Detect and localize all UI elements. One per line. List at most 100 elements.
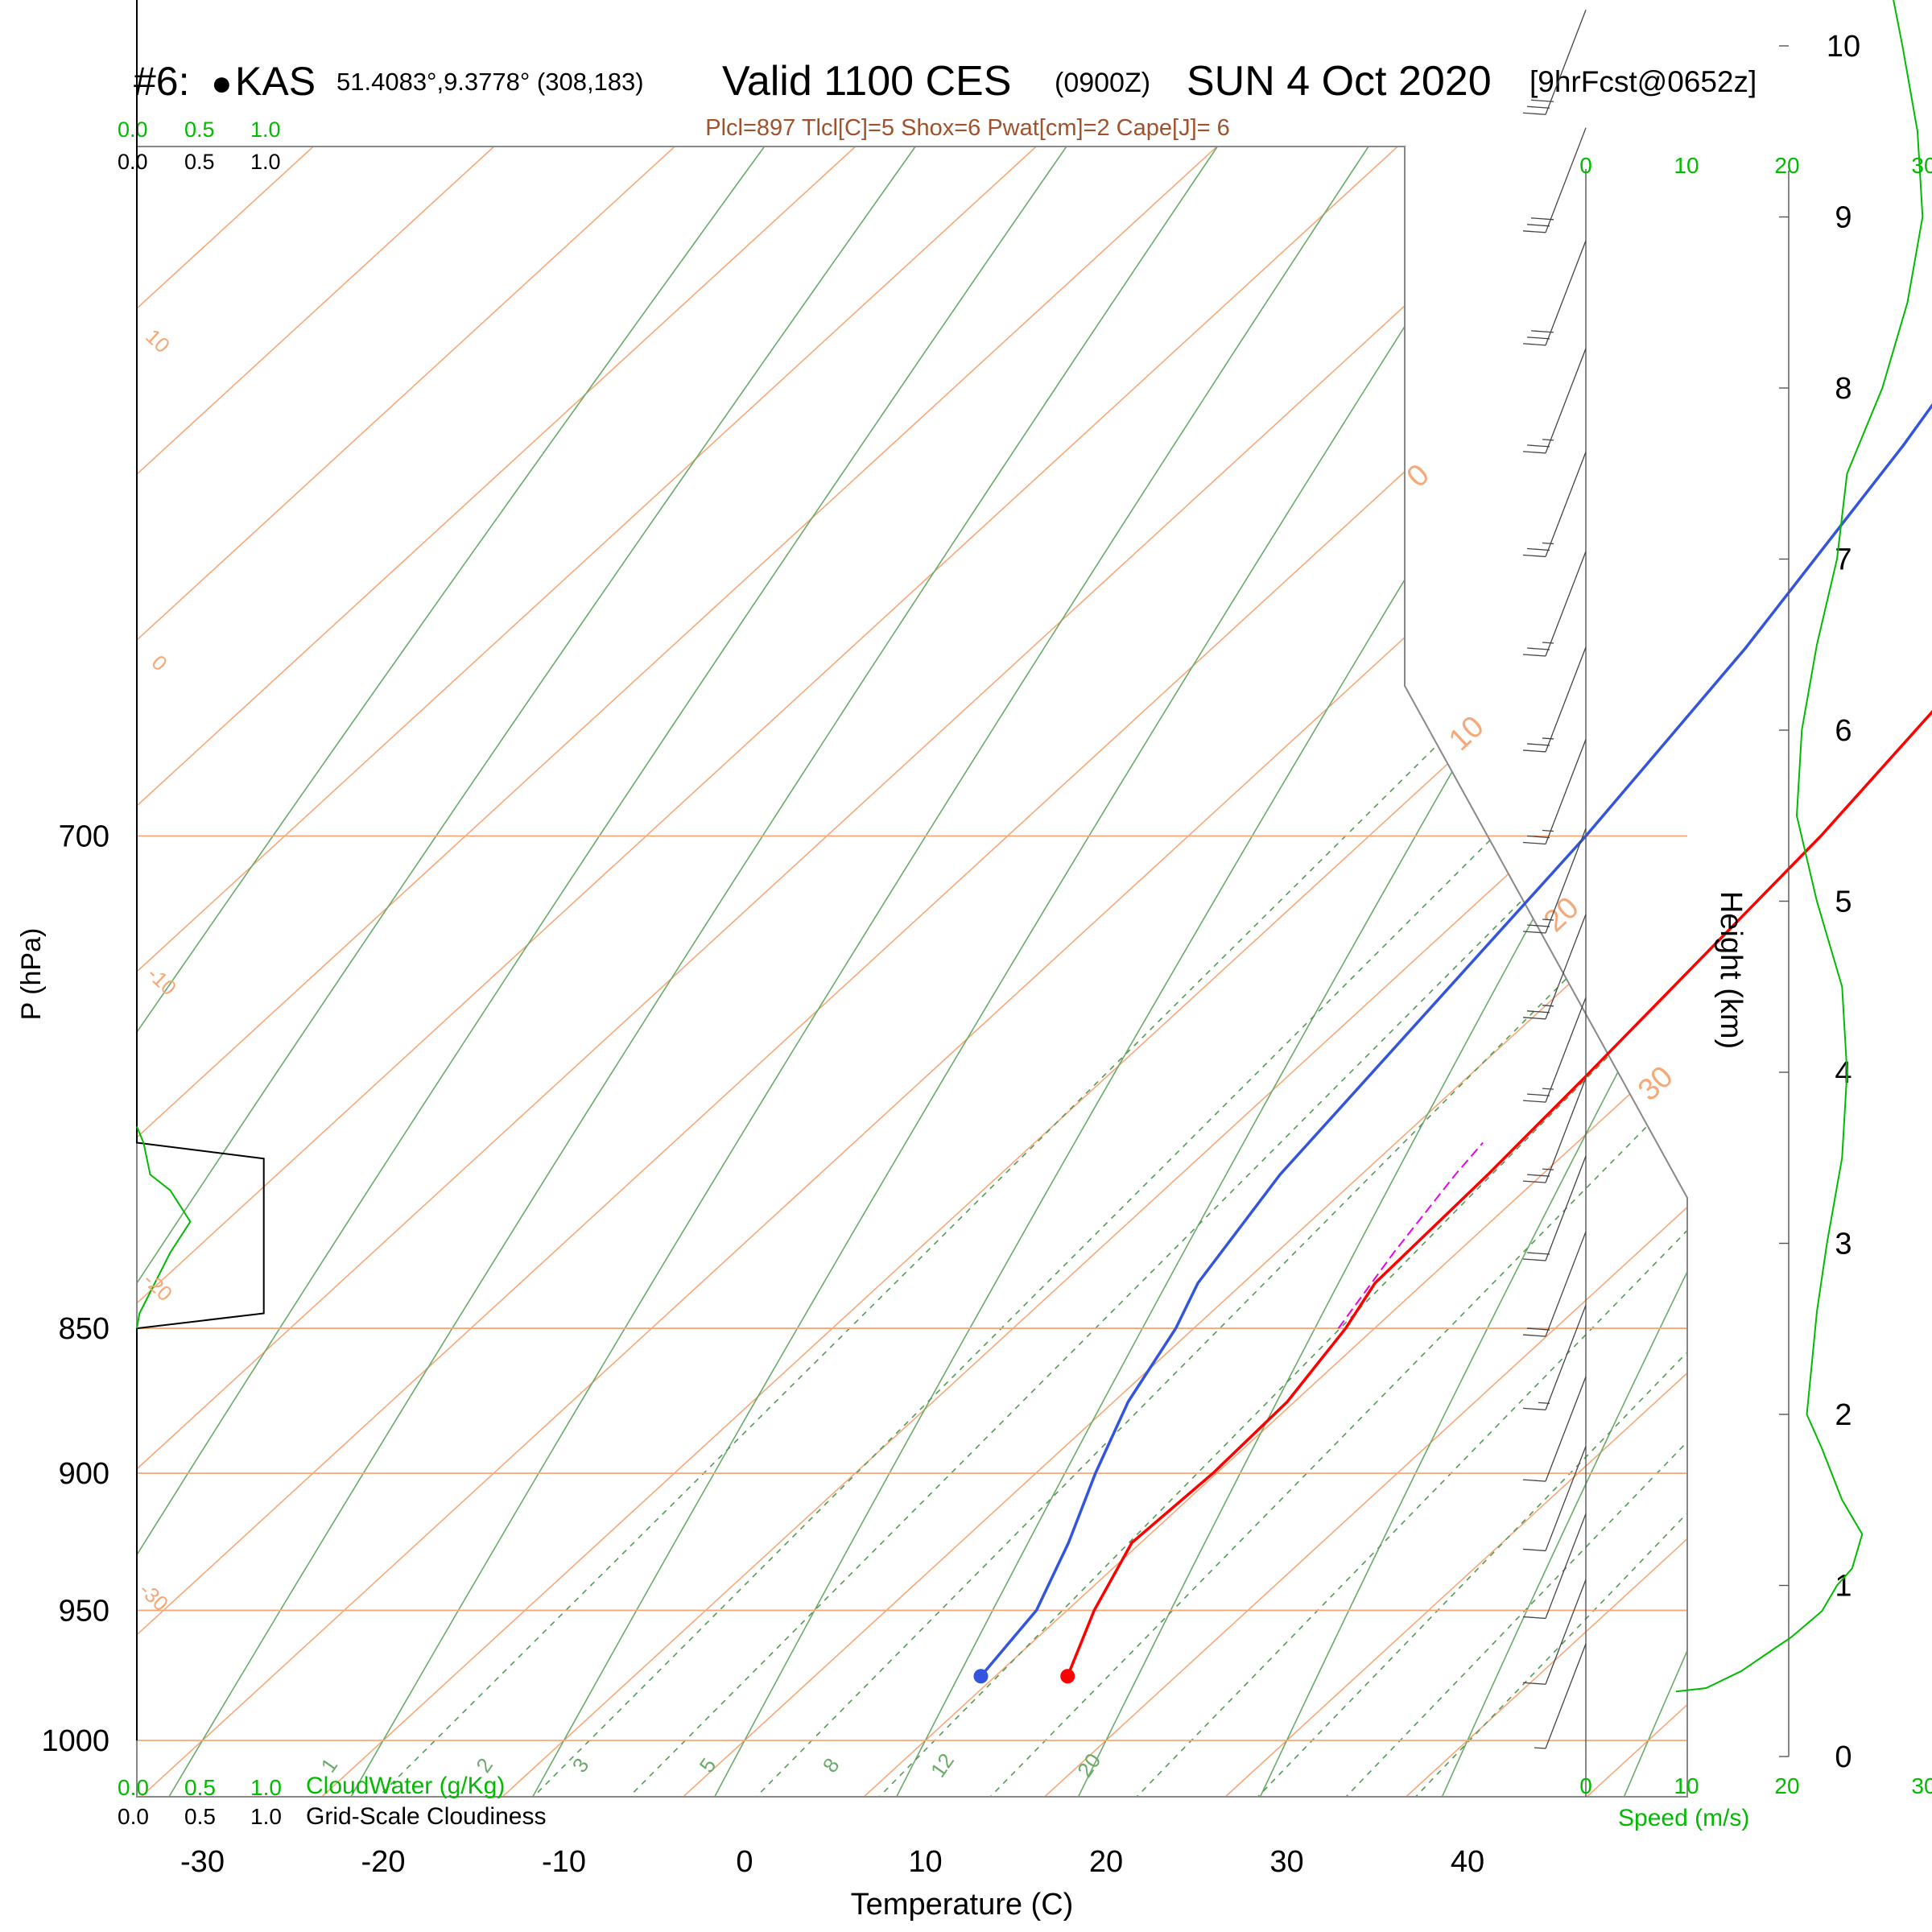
pressure-axis: 2503004005007008509009501000 [41,0,109,1758]
wind-barbs [1522,10,1587,1797]
temperature-axis: -30 -20 -10 0 10 20 30 40 [180,1845,1484,1879]
height-tick-label: 3 [1835,1228,1852,1261]
isotherm-label-left: -10 [142,962,181,1001]
cloudwater-scale-bottom-0: 0.0 [118,1775,149,1800]
cloudiness-line [136,0,265,1740]
speed-tick-label-top: 30 [1911,153,1932,178]
height-tick-label: 1 [1835,1570,1852,1604]
wind-barb [1522,1231,1587,1337]
speed-tick-label-top: 10 [1674,153,1699,178]
wind-barb [1522,828,1587,934]
height-axis-title: Height (km) [1714,891,1748,1049]
plot-outline [136,146,1688,1798]
isotherm-label-left: 0 [147,650,172,676]
bottom-cloud-legend: 0.0 0.5 1.0 CloudWater (g/Kg) 0.0 0.5 1.… [118,1773,546,1830]
temperature-tick-label: 10 [908,1845,942,1879]
height-tick-label: 9 [1835,201,1852,235]
cloudwater-scale-bottom-2: 1.0 [250,1775,282,1800]
wind-barb [1522,10,1587,115]
mixing-ratio-label: 3 [568,1753,594,1777]
temperature-tick-label: -20 [361,1845,406,1879]
forecast-info: [9hrFcst@0652z] [1530,65,1757,98]
mixing-ratio-line [923,147,1687,1797]
dry-adiabat-line [431,147,1687,1797]
height-tick-label: 7 [1835,543,1852,577]
isotherm-label: 10 [1443,709,1491,758]
isotherm-line [144,147,1687,1797]
pressure-tick-label: 1000 [41,1724,109,1758]
isotherm-line [1590,147,1687,1797]
cloudwater-scale-top-2: 1.0 [250,118,281,142]
dry-adiabat-line [988,147,1687,1797]
isotherm-line [1410,147,1687,1797]
wind-barb [1522,1579,1587,1685]
wind-barb [1522,240,1587,346]
dewpoint-line [980,402,1932,1678]
wind-barb [1522,739,1587,845]
height-tick-label: 4 [1835,1056,1852,1090]
zulu-time: (0900Z) [1055,68,1150,98]
temperature-tick-label: 20 [1089,1845,1123,1879]
speed-tick-label-bottom: 0 [1579,1773,1592,1798]
mixing-ratio-line [465,147,1687,1797]
pressure-tick-label: 850 [59,1312,109,1346]
pressure-tick-label: 700 [59,819,109,853]
wind-speed-line [1675,0,1924,1693]
speed-tick-label-bottom: 20 [1774,1773,1799,1798]
top-cloud-scales: 0.0 0.5 1.0 0.0 0.5 1.0 [118,118,281,174]
station-name: KAS [235,59,316,104]
station-symbol: ● [211,64,233,103]
mixing-ratio-label: 8 [818,1753,844,1777]
valid-time: Valid 1100 CES [722,58,1011,105]
height-axis: 0 1 2 3 4 5 6 7 8 9 10 [1779,30,1860,1774]
isotherm-label: 20 [1538,890,1586,939]
cloudiness-scale-bottom-0: 0.0 [118,1804,149,1829]
dry-adiabat-line [245,147,1687,1797]
cloudwater-line [136,1126,192,1329]
header: #6: ● KAS 51.4083°,9.3778° (308,183) Val… [134,58,1757,141]
wind-barb [1522,997,1587,1103]
speed-axis-title: Speed (m/s) [1618,1805,1749,1831]
dry-adiabat-line [1174,147,1687,1797]
wind-barb [1522,348,1587,454]
cloud-profile [136,0,265,1740]
speed-tick-label-top: 0 [1579,153,1592,178]
pressure-tick-label: 500 [59,0,109,1]
station-id: #6: [134,59,190,104]
cloudiness-legend-label: Grid-Scale Cloudiness [306,1803,546,1830]
temperature-axis-title: Temperature (C) [851,1888,1074,1922]
cloudiness-scale-bottom-1: 0.5 [184,1804,216,1829]
isotherm-line [325,147,1687,1797]
height-tick-label: 5 [1835,886,1852,919]
sounding-parameters: Plcl=897 Tlcl[C]=5 Shox=6 Pwat[cm]=2 Cap… [705,115,1230,141]
mixing-ratio-line [812,147,1687,1797]
wind-barb [1522,452,1587,558]
cloudiness-scale-top-0: 0.0 [118,150,148,174]
isotherm-line [1228,147,1687,1797]
pressure-tick-label: 950 [59,1594,109,1628]
mixing-ratio-line [1192,147,1687,1797]
cloudiness-scale-top-2: 1.0 [250,150,281,174]
isotherm-line [506,147,1687,1797]
isotherm-line [687,147,1687,1797]
temperature-tick-label: 40 [1451,1845,1484,1879]
wind-barb [1522,127,1587,233]
mixing-ratio-label: 12 [926,1748,959,1781]
wind-barb [1522,1155,1587,1261]
mixing-ratio-label: 20 [1072,1748,1105,1781]
pressure-tick-label: 900 [59,1457,109,1491]
dry-adiabat-line [1918,0,1932,1932]
isotherm-line [867,147,1687,1797]
cloudiness-scale-bottom-2: 1.0 [250,1804,282,1829]
